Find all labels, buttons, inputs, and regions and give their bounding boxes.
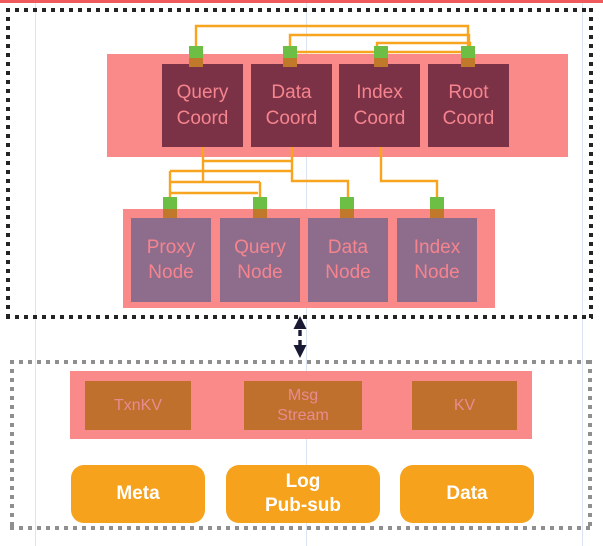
node-port-icon [340, 197, 354, 218]
connector-query-root [194, 24, 470, 50]
node-port-icon [163, 197, 177, 218]
coord-port-icon [461, 46, 475, 67]
node-port-icon [430, 197, 444, 218]
node-box-query: Query Node [220, 218, 300, 302]
storage-box-data: Data [400, 465, 534, 523]
connector-index-root [375, 41, 472, 50]
coord-box-index: Index Coord [339, 64, 420, 147]
coord-box-query: Query Coord [162, 64, 243, 147]
coord-box-data: Data Coord [251, 64, 332, 147]
coord-port-icon [283, 46, 297, 67]
node-box-proxy: Proxy Node [131, 218, 211, 302]
coord-port-icon [189, 46, 203, 67]
coord-port-icon [374, 46, 388, 67]
node-port-icon [253, 197, 267, 218]
service-box-msgstream: Msg Stream [244, 381, 362, 430]
service-box-txnkv: TxnKV [85, 381, 191, 430]
guide-line [582, 0, 583, 546]
node-box-data: Data Node [308, 218, 388, 302]
storage-box-meta: Meta [71, 465, 205, 523]
bidirectional-arrow-icon [293, 316, 307, 358]
service-box-kv: KV [412, 381, 517, 430]
coord-box-root: Root Coord [428, 64, 509, 147]
node-box-index: Index Node [397, 218, 477, 302]
storage-box-log-pubsub: Log Pub-sub [226, 465, 380, 523]
guide-line [35, 0, 36, 546]
top-edge-rule [0, 0, 603, 3]
